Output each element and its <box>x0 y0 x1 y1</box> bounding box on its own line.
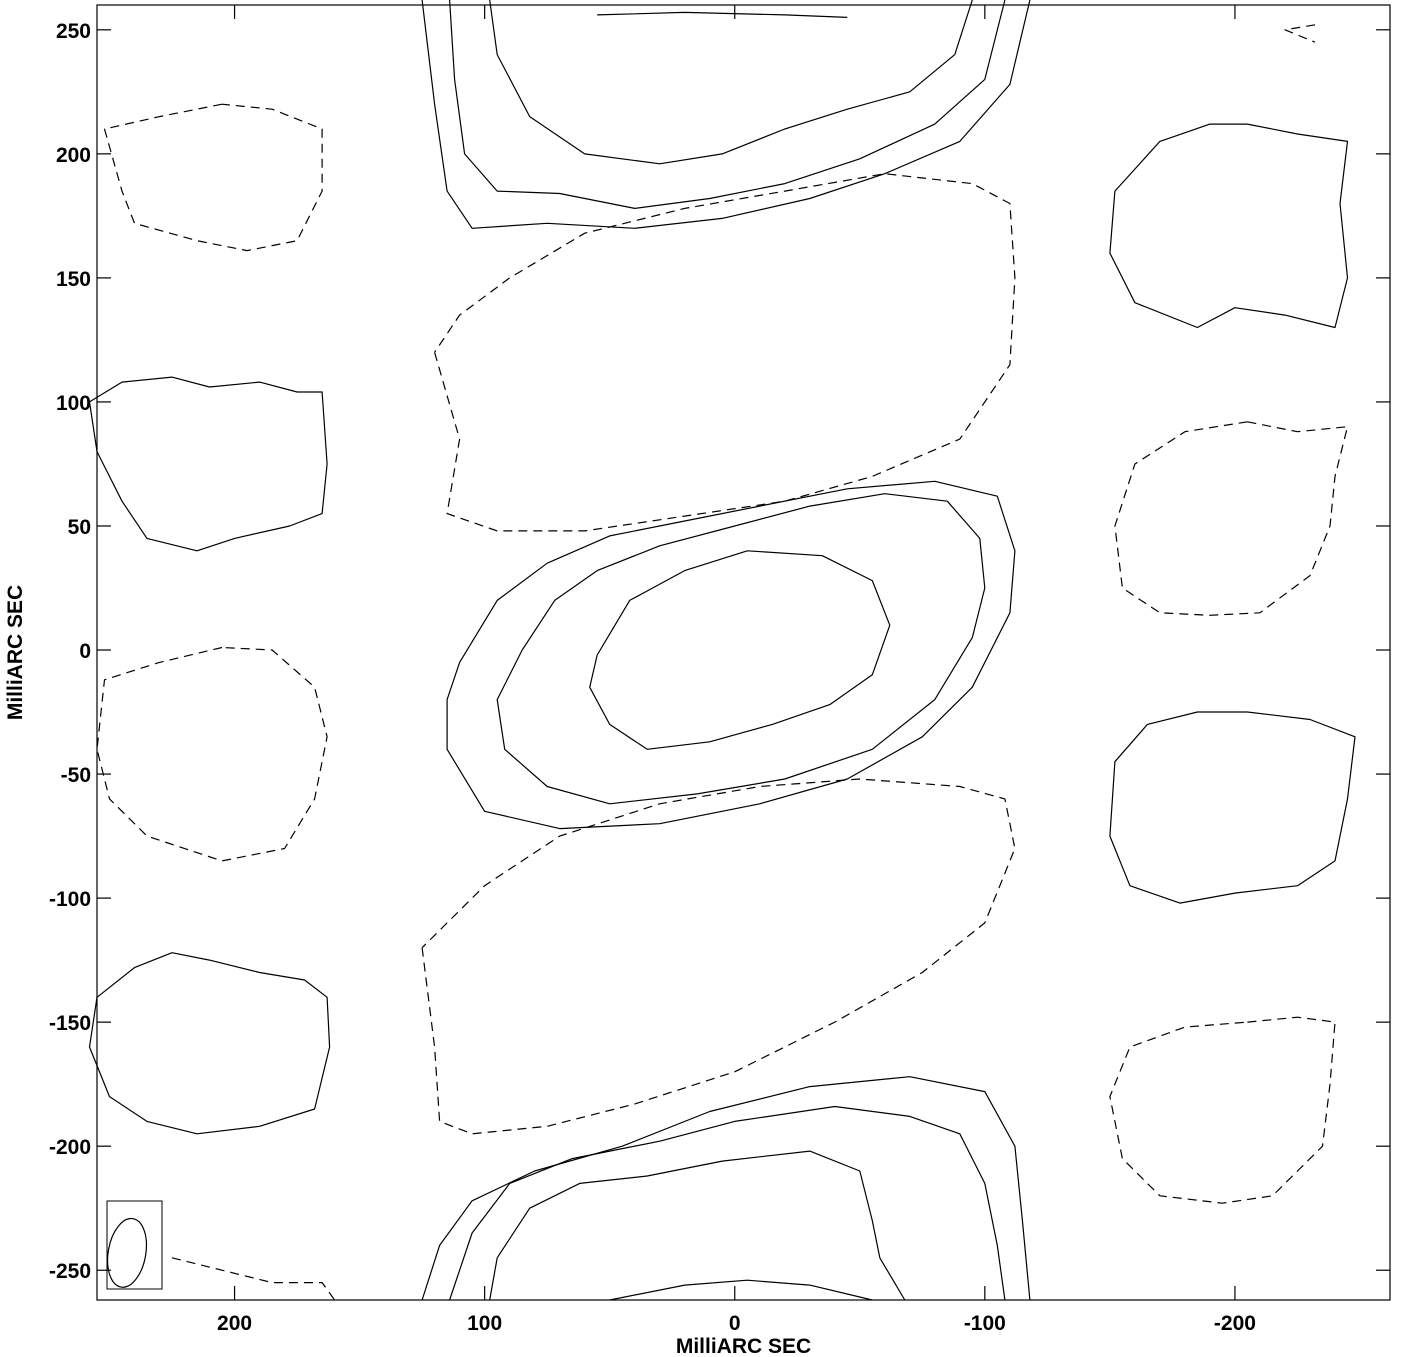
contour-positive <box>88 376 328 552</box>
contour-positive <box>496 493 986 805</box>
plot-frame <box>96 4 1391 1301</box>
y-tick-label: 200 <box>56 144 91 167</box>
beam-ellipse <box>106 1217 148 1288</box>
contour-positive <box>449 1105 1006 1301</box>
contour-negative <box>421 778 1016 1135</box>
y-tick-label: -50 <box>61 764 91 787</box>
contour-positive <box>1109 711 1356 904</box>
x-axis-label: MilliARC SEC <box>676 1335 811 1357</box>
axis-ticks <box>97 5 1390 1300</box>
y-tick-label: 0 <box>79 640 91 663</box>
contour-negative <box>96 646 328 862</box>
contour-negative <box>1114 421 1349 616</box>
y-tick-label: 50 <box>68 516 91 539</box>
contour-negative <box>1284 24 1316 43</box>
contour-negative <box>434 173 1016 532</box>
y-tick-label: -200 <box>49 1136 91 1159</box>
contour-negative <box>1109 1016 1336 1204</box>
x-tick-label: 100 <box>467 1312 502 1335</box>
contour-positive <box>597 11 848 18</box>
contour-positive <box>421 0 1031 229</box>
contour-positive <box>589 550 891 750</box>
beam-inset <box>106 1200 163 1290</box>
contour-positive <box>1109 123 1349 329</box>
contour-positive <box>88 952 331 1135</box>
contour-lines <box>88 0 1356 1301</box>
contour-positive <box>421 1076 1031 1301</box>
y-tick-label: -100 <box>49 888 91 911</box>
x-tick-label: 0 <box>729 1312 741 1335</box>
contour-negative <box>171 1257 336 1301</box>
contour-positive <box>446 480 1016 830</box>
contour-negative <box>103 103 323 252</box>
x-tick-label: -100 <box>964 1312 1006 1335</box>
contour-positive <box>489 1150 906 1301</box>
x-tick-label: 200 <box>217 1312 252 1335</box>
x-tick-labels: 200 100 0 -100 -200 <box>217 1312 1256 1335</box>
y-axis-label: MilliARC SEC <box>4 585 27 720</box>
y-tick-label: 250 <box>56 20 91 43</box>
contour-positive <box>609 1279 873 1301</box>
y-tick-labels: 250 200 150 100 50 0 -50 -100 -150 -200 -250 <box>49 20 91 1283</box>
y-tick-label: -150 <box>49 1012 91 1035</box>
x-tick-label: -200 <box>1214 1312 1256 1335</box>
y-tick-label: 150 <box>56 268 91 291</box>
y-tick-label: 100 <box>56 392 91 415</box>
y-tick-label: -250 <box>49 1260 91 1283</box>
contour-positive <box>489 0 973 165</box>
contour-positive <box>449 0 1006 209</box>
beam-box <box>106 1200 163 1290</box>
